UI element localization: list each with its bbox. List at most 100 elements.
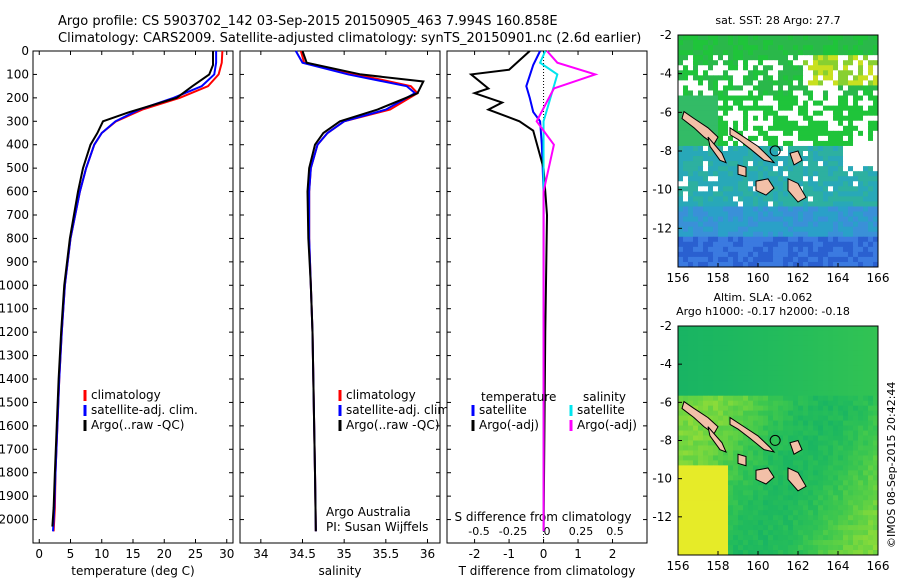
map-cell xyxy=(783,181,789,187)
map-cell xyxy=(773,216,779,223)
map-cell xyxy=(693,450,699,456)
map-cell xyxy=(853,221,859,228)
map-cell xyxy=(743,445,749,451)
map-cell xyxy=(683,45,689,51)
map-cell xyxy=(698,440,704,446)
map-cell xyxy=(738,340,744,347)
legend-label: satellite xyxy=(577,403,625,417)
map-cell xyxy=(773,176,779,182)
map-cell xyxy=(873,85,879,91)
map-cell xyxy=(753,55,759,61)
map-cell xyxy=(813,550,819,556)
map-cell xyxy=(823,181,829,187)
map-cell xyxy=(873,75,879,81)
map-cell xyxy=(858,480,864,486)
map-cell xyxy=(828,430,834,437)
map-cell xyxy=(728,360,734,367)
map-cell xyxy=(683,100,689,107)
map-cell xyxy=(813,140,819,147)
map-cell xyxy=(868,510,874,516)
map-cell xyxy=(798,201,804,207)
map-cell xyxy=(723,435,729,441)
map-cell xyxy=(853,345,859,352)
map-cell xyxy=(793,495,799,501)
map-cell xyxy=(753,515,759,521)
map-cell xyxy=(868,236,874,243)
map-cell xyxy=(778,161,784,167)
map-cell xyxy=(793,326,799,332)
map-cell xyxy=(758,110,764,117)
map-cell xyxy=(818,191,824,197)
map-cell xyxy=(783,115,789,122)
map-cell xyxy=(693,475,699,481)
map-cell xyxy=(823,430,829,437)
map-cell xyxy=(683,231,689,238)
map-cell xyxy=(863,125,869,132)
map-cell xyxy=(698,140,704,147)
map-cell xyxy=(728,380,734,387)
map-cell xyxy=(728,231,734,238)
series-line-4 xyxy=(535,50,599,532)
map-cell xyxy=(863,410,869,417)
y-tick-label: 1500 xyxy=(0,395,29,409)
map-cell xyxy=(708,395,714,402)
map-cell xyxy=(828,80,834,86)
map-cell xyxy=(833,181,839,187)
map-cell xyxy=(678,221,684,228)
map-cell xyxy=(813,450,819,456)
map-cell xyxy=(813,50,819,56)
map-cell xyxy=(718,450,724,456)
map-cell xyxy=(843,216,849,223)
map-cell xyxy=(768,80,774,86)
map-cell xyxy=(813,360,819,367)
map-cell xyxy=(823,171,829,177)
map-cell xyxy=(778,390,784,397)
map-cell xyxy=(763,525,769,531)
map-cell xyxy=(838,415,844,422)
map-cell xyxy=(803,246,809,253)
map-cell xyxy=(753,380,759,387)
map-cell xyxy=(838,251,844,258)
map-cell xyxy=(858,161,864,167)
map-cell xyxy=(713,256,719,263)
map-cell xyxy=(698,475,704,481)
map-cell xyxy=(703,455,709,461)
map-cell xyxy=(768,375,774,382)
map-cell xyxy=(863,330,869,337)
map-cell xyxy=(703,465,709,471)
map-cell xyxy=(803,480,809,486)
map-cell xyxy=(873,176,879,182)
map-cell xyxy=(758,445,764,451)
map-cell xyxy=(698,460,704,466)
map-cell xyxy=(773,151,779,157)
map-cell xyxy=(743,246,749,253)
map-cell xyxy=(843,110,849,117)
map-cell xyxy=(853,256,859,263)
map-cell xyxy=(688,435,694,441)
map-cell xyxy=(758,350,764,357)
map-cell xyxy=(718,75,724,81)
map-cell xyxy=(743,80,749,86)
map-cell xyxy=(773,525,779,531)
map-cell xyxy=(848,151,854,157)
map-cell xyxy=(743,231,749,238)
map-cell xyxy=(738,380,744,387)
x-tick-label: 166 xyxy=(867,559,890,573)
map-cell xyxy=(678,430,684,437)
map-cell xyxy=(833,435,839,441)
map-cell xyxy=(773,236,779,243)
map-cell xyxy=(813,326,819,332)
map-cell xyxy=(728,140,734,147)
map-cell xyxy=(768,221,774,228)
map-cell xyxy=(823,95,829,102)
map-cell xyxy=(768,166,774,172)
map-cell xyxy=(788,105,794,112)
map-cell xyxy=(748,540,754,546)
map-cell xyxy=(788,201,794,207)
map-cell xyxy=(823,246,829,253)
map-cell xyxy=(848,330,854,337)
map-cell xyxy=(738,75,744,81)
map-cell xyxy=(853,545,859,551)
map-cell xyxy=(803,425,809,432)
map-cell xyxy=(763,326,769,332)
